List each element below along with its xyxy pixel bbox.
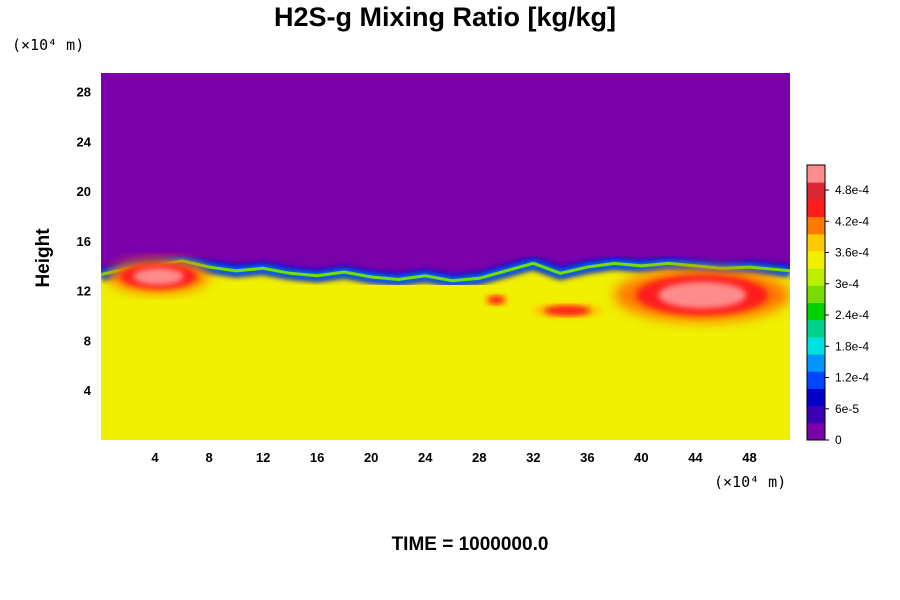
- y-tick-label: 12: [77, 284, 91, 299]
- y-tick-label: 8: [84, 333, 91, 348]
- colorbar-swatch: [807, 233, 825, 252]
- colorbar-swatch: [807, 268, 825, 286]
- high-concentration-regions: [107, 259, 790, 322]
- y-tick-label: 20: [77, 184, 91, 199]
- colorbar-swatch: [807, 319, 825, 338]
- colorbar: 0 6e-5 1.2e-4 1.8e-4 2.4e-4 3e-4 3.6e-4 4.2e-4 4…: [806, 164, 869, 447]
- x-tick-label: 16: [310, 450, 324, 465]
- colorbar-swatch: [807, 354, 825, 372]
- hot-region-2-layer-2: [543, 305, 591, 316]
- x-tick-label: 32: [526, 450, 540, 465]
- colorbar-tick-label: 4.2e-4: [835, 214, 869, 228]
- time-label: TIME = 1000000.0: [392, 534, 549, 555]
- y-tick-label: 4: [84, 383, 92, 398]
- colorbar-swatch: [807, 302, 825, 321]
- x-tick-label: 28: [472, 450, 486, 465]
- y-tick-label: 16: [77, 234, 91, 249]
- x-tick-label: 40: [634, 450, 648, 465]
- x-tick-label: 36: [580, 450, 594, 465]
- x-tick-label: 48: [742, 450, 756, 465]
- hot-region-3-layer-2: [658, 281, 747, 309]
- hot-region-1-layer-2: [487, 295, 505, 305]
- colorbar-tick-label: 4.8e-4: [835, 183, 869, 197]
- colorbar-frame: [806, 164, 826, 441]
- colorbar-swatch: [807, 336, 825, 355]
- y-axis-label: Height: [33, 228, 54, 288]
- x-tick-label: 44: [688, 450, 703, 465]
- colorbar-swatch: [807, 182, 825, 200]
- colorbar-tick-label: 6e-5: [835, 402, 859, 416]
- y-unit-label: (×10⁴ m): [12, 36, 84, 54]
- chart-title: H2S-g Mixing Ratio [kg/kg]: [274, 2, 616, 32]
- colorbar-swatch: [807, 285, 825, 303]
- hot-region-0-layer-2: [133, 268, 184, 285]
- colorbar-tick-label: 0: [835, 433, 842, 447]
- heatmap-plot-area: [101, 73, 790, 440]
- colorbar-tick-label: 1.2e-4: [835, 371, 869, 385]
- x-tick-label: 20: [364, 450, 378, 465]
- colorbar-swatch: [807, 388, 825, 407]
- x-axis-ticks: 4 8 12 16 20 24 28 32 36 40 44 48: [151, 450, 756, 465]
- y-tick-label: 24: [77, 134, 92, 149]
- x-tick-label: 4: [151, 450, 159, 465]
- y-axis-ticks: 4 8 12 16 20 24 28: [77, 85, 92, 399]
- y-tick-label: 28: [77, 85, 91, 100]
- x-tick-label: 24: [418, 450, 433, 465]
- interface-band-inner: [101, 259, 790, 283]
- x-tick-label: 8: [205, 450, 212, 465]
- colorbar-swatch: [807, 216, 825, 235]
- colorbar-swatch: [807, 250, 825, 269]
- colorbar-swatch: [807, 422, 825, 441]
- colorbar-tick-label: 3e-4: [835, 277, 859, 291]
- colorbar-swatch: [807, 165, 825, 183]
- colorbar-tick-label: 3.6e-4: [835, 246, 869, 260]
- colorbar-swatch: [807, 405, 825, 424]
- x-unit-label: (×10⁴ m): [714, 473, 786, 491]
- colorbar-swatch: [807, 199, 825, 218]
- x-tick-label: 12: [256, 450, 270, 465]
- colorbar-tick-label: 1.8e-4: [835, 339, 869, 353]
- lower-region-fill: [101, 260, 790, 440]
- colorbar-swatch: [807, 371, 825, 389]
- colorbar-tick-label: 2.4e-4: [835, 308, 869, 322]
